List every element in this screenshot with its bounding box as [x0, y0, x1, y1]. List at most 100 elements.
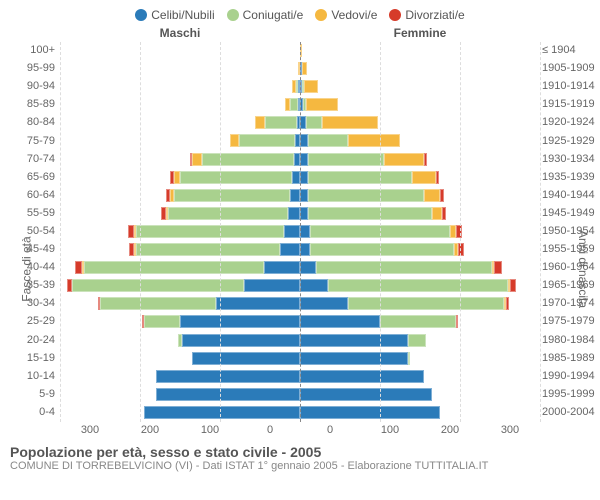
- age-label: 10-14: [5, 370, 55, 382]
- male-bar: [60, 151, 300, 169]
- bar-segment: [300, 370, 424, 383]
- footer-title: Popolazione per età, sesso e stato civil…: [10, 444, 590, 460]
- bar-segment: [300, 352, 408, 365]
- birth-year-label: 1905-1909: [542, 62, 600, 74]
- age-label: 60-64: [5, 189, 55, 201]
- header-female: Femmine: [300, 26, 540, 40]
- male-bar: [60, 259, 300, 277]
- male-bar: [60, 205, 300, 223]
- birth-year-label: 1960-1964: [542, 261, 600, 273]
- male-bar: [60, 132, 300, 150]
- bar-segment: [308, 189, 424, 202]
- birth-year-label: 1935-1939: [542, 171, 600, 183]
- bar-segment: [290, 189, 300, 202]
- legend-swatch: [135, 9, 147, 21]
- age-label: 45-49: [5, 243, 55, 255]
- birth-year-label: 1985-1989: [542, 352, 600, 364]
- birth-year-label: 1975-1979: [542, 315, 600, 327]
- bar-segment: [306, 98, 338, 111]
- female-bar: [300, 332, 540, 350]
- x-tick: 0: [240, 424, 300, 436]
- female-bar: [300, 368, 540, 386]
- bar-segment: [202, 153, 294, 166]
- bar-segment: [308, 207, 432, 220]
- x-axis-male: 3002001000: [60, 424, 300, 436]
- x-tick: 100: [360, 424, 420, 436]
- female-bar: [300, 42, 540, 60]
- bar-segment: [255, 116, 265, 129]
- female-bar: [300, 259, 540, 277]
- female-bar: [300, 350, 540, 368]
- bar-segment: [494, 261, 501, 274]
- bar-segment: [84, 261, 264, 274]
- bar-segment: [192, 352, 300, 365]
- age-label: 5-9: [5, 388, 55, 400]
- male-bar: [60, 277, 300, 295]
- female-bar: [300, 114, 540, 132]
- bar-segment: [300, 334, 408, 347]
- header-male: Maschi: [60, 26, 300, 40]
- bar-segment: [300, 406, 440, 419]
- bar-segment: [408, 334, 426, 347]
- bar-segment: [168, 207, 288, 220]
- bar-segment: [136, 243, 280, 256]
- legend-swatch: [315, 9, 327, 21]
- legend-item: Celibi/Nubili: [135, 8, 214, 22]
- x-tick: 100: [180, 424, 240, 436]
- legend-item: Vedovi/e: [315, 8, 377, 22]
- bar-segment: [280, 243, 300, 256]
- bar-segment: [72, 279, 244, 292]
- male-bar: [60, 332, 300, 350]
- age-label: 35-39: [5, 279, 55, 291]
- center-axis: [300, 42, 301, 422]
- birth-year-label: 1920-1924: [542, 116, 600, 128]
- birth-year-label: 1980-1984: [542, 334, 600, 346]
- bar-segment: [180, 171, 292, 184]
- birth-year-label: 1955-1959: [542, 243, 600, 255]
- female-bar: [300, 404, 540, 422]
- bar-segment: [100, 297, 216, 310]
- age-label: 40-44: [5, 261, 55, 273]
- bar-segment: [424, 153, 427, 166]
- female-bar: [300, 187, 540, 205]
- male-bar: [60, 96, 300, 114]
- birth-year-label: 1965-1969: [542, 279, 600, 291]
- bar-segment: [436, 171, 439, 184]
- birth-year-label: 1925-1929: [542, 135, 600, 147]
- age-label: 75-79: [5, 135, 55, 147]
- bar-segment: [239, 134, 295, 147]
- x-tick: 300: [60, 424, 120, 436]
- bar-segment: [304, 80, 318, 93]
- birth-year-label: 1930-1934: [542, 153, 600, 165]
- female-bar: [300, 151, 540, 169]
- female-bar: [300, 132, 540, 150]
- gender-headers: Maschi Femmine: [0, 26, 600, 42]
- male-bar: [60, 241, 300, 259]
- bar-segment: [456, 315, 458, 328]
- birth-year-label: 1945-1949: [542, 207, 600, 219]
- legend-swatch: [389, 9, 401, 21]
- bar-segment: [300, 388, 432, 401]
- male-bar: [60, 350, 300, 368]
- age-label: 90-94: [5, 80, 55, 92]
- gridline: [380, 42, 381, 422]
- bar-segment: [265, 116, 297, 129]
- x-tick: 200: [120, 424, 180, 436]
- age-label: 30-34: [5, 297, 55, 309]
- legend-label: Divorziati/e: [405, 8, 464, 22]
- bar-segment: [510, 279, 516, 292]
- bar-segment: [216, 297, 300, 310]
- bar-segment: [192, 153, 202, 166]
- female-bar: [300, 60, 540, 78]
- bar-segment: [300, 189, 308, 202]
- bar-segment: [380, 315, 456, 328]
- birth-year-label: 1995-1999: [542, 388, 600, 400]
- gridline: [60, 42, 61, 422]
- birth-year-label: 1950-1954: [542, 225, 600, 237]
- legend-swatch: [227, 9, 239, 21]
- birth-year-label: 1910-1914: [542, 80, 600, 92]
- bar-segment: [300, 153, 308, 166]
- age-label: 0-4: [5, 406, 55, 418]
- male-bar: [60, 42, 300, 60]
- birth-year-label: 1990-1994: [542, 370, 600, 382]
